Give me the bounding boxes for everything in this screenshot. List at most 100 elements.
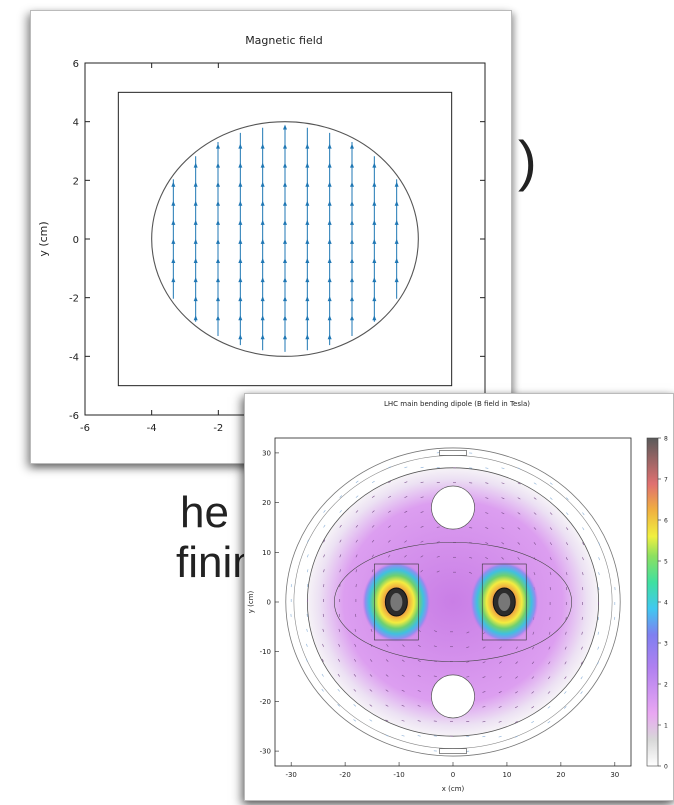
chart2-ytick-label: -20	[260, 698, 271, 706]
chart2-field-vector	[401, 689, 405, 692]
colorbar-tick-label: 6	[664, 518, 668, 525]
chart1-field-arrow	[372, 162, 377, 168]
chart1-field-arrow	[238, 162, 243, 168]
chart2-field-vector	[339, 539, 342, 543]
chart1-field-arrow	[305, 162, 310, 168]
chart2-field-vector	[499, 646, 502, 650]
chart2-field-vector	[355, 554, 358, 558]
chart2-field-vector	[436, 541, 440, 543]
chart2-field-vector	[369, 659, 373, 662]
slide-text-fragment-2: he	[180, 488, 229, 537]
chart1-field-arrow	[260, 315, 265, 321]
chart1-ytick-label: -2	[69, 294, 79, 305]
chart2-title: LHC main bending dipole (B field in Tesl…	[384, 400, 530, 408]
chart2-xtick-label: 0	[451, 771, 455, 779]
chart1-field-arrow	[260, 143, 265, 149]
chart1-field-arrow	[327, 162, 332, 168]
chart2-field-vector	[420, 555, 424, 558]
chart2-field-vector	[501, 467, 505, 470]
chart1-field-arrow	[372, 181, 377, 187]
chart2-field-vector	[517, 512, 521, 515]
chart2-field-vector	[417, 690, 421, 692]
chart2-field-vector	[501, 542, 505, 545]
chart2-field-vector	[501, 557, 504, 560]
chart1-field-arrow	[283, 143, 287, 149]
chart1-field-arrow	[193, 296, 198, 302]
chart1-field-arrow	[283, 315, 287, 321]
chart2-field-vector	[353, 704, 357, 707]
chart2-field-vector	[564, 646, 567, 650]
chart1-field-arrow	[216, 315, 220, 321]
chart1-field-arrow	[305, 238, 310, 244]
chart1-field-arrow	[216, 296, 220, 302]
chart1-field-arrow	[283, 124, 287, 130]
chart2-field-vector	[434, 630, 437, 633]
chart2-top-notch	[439, 450, 467, 456]
chart1-field-arrow	[193, 162, 198, 168]
chart2-field-vector	[514, 735, 518, 738]
chart2-field-vector	[323, 539, 326, 543]
chart2-field-vector	[597, 631, 599, 635]
chart2-field-vector	[307, 539, 309, 543]
chart2-field-vector	[371, 569, 374, 573]
chart2-field-vector	[466, 646, 470, 648]
chart1-ytick-label: 4	[73, 118, 79, 129]
chart2-field-vector	[337, 688, 340, 692]
chart1-field-arrow	[372, 219, 377, 225]
chart1-field-arrow	[193, 219, 198, 225]
chart2-field-vector	[549, 527, 553, 530]
chart1-field-arrow	[171, 200, 176, 206]
chart1-field-arrow	[283, 162, 287, 168]
chart1-field-arrow	[350, 162, 354, 168]
chart1-field-arrow	[372, 200, 377, 206]
chart1-field-arrow	[238, 143, 243, 149]
chart1-field-arrow	[238, 277, 243, 283]
chart2-field-vector	[517, 527, 521, 530]
chart2-field-vector	[306, 643, 308, 647]
chart2-field-vector	[323, 509, 326, 513]
chart2-field-vector	[482, 735, 486, 738]
chart1-field-arrow	[283, 219, 287, 225]
chart2-xtick-label: 20	[556, 771, 565, 779]
chart1-field-arrow	[260, 296, 265, 302]
chart2-field-vector	[582, 557, 584, 561]
chart1-field-arrow	[238, 219, 243, 225]
chart1-field-arrow	[350, 258, 354, 263]
chart1-field-arrow	[327, 315, 332, 321]
chart1-field-arrow	[372, 315, 377, 321]
chart2-collar-outline	[334, 542, 572, 662]
chart2-coil-frame	[481, 563, 527, 641]
chart1-ylabel: y (cm)	[37, 221, 50, 256]
chart2-field-vector	[517, 542, 521, 545]
chart2-field-vector	[532, 646, 535, 650]
chart2-field-vector	[598, 542, 601, 546]
chart2-field-vector	[420, 526, 424, 528]
chart2-field-vector	[581, 631, 583, 635]
chart2-field-vector	[517, 467, 521, 470]
chart2-field-vector	[515, 646, 518, 650]
chart1-field-arrow	[283, 334, 287, 340]
chart2-field-vector	[582, 572, 584, 576]
chart1-field-arrow	[327, 296, 332, 302]
chart2-yoke-hole	[431, 485, 475, 530]
chart2-field-vector	[517, 482, 521, 485]
chart2-field-vector	[548, 646, 551, 650]
chart2-field-vector	[548, 631, 551, 635]
chart2-field-vector	[401, 674, 405, 677]
chart2-field-vector	[370, 628, 373, 632]
chart2-field-vector	[582, 512, 585, 516]
chart2-field-vector	[353, 658, 357, 662]
chart1-field-arrow	[350, 219, 354, 225]
chart2-field-vector	[388, 525, 391, 528]
chart1-ytick-label: 2	[73, 176, 79, 187]
chart2-field-vector	[563, 706, 567, 709]
chart2-field-vector	[401, 734, 405, 737]
chart2-field-vector	[306, 628, 308, 632]
chart2-field-vector	[417, 675, 421, 677]
chart2-field-vector	[498, 706, 502, 708]
chart2-field-vector	[355, 569, 358, 573]
chart1-field-arrow	[327, 200, 332, 206]
chart2-field-vector	[417, 720, 421, 722]
chart1-boundary-rectangle	[117, 91, 453, 387]
chart2-field-vector	[582, 527, 585, 531]
